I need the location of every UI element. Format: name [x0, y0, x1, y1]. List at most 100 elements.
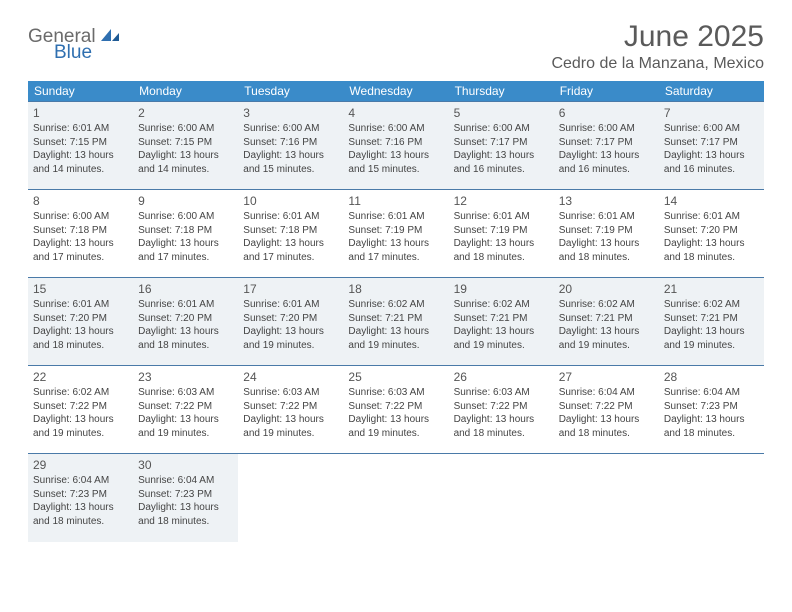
sunrise-label: Sunrise: 6:01 AM	[243, 298, 338, 312]
calendar-row: 29Sunrise: 6:04 AMSunset: 7:23 PMDayligh…	[28, 454, 764, 542]
sunrise-label: Sunrise: 6:00 AM	[664, 122, 759, 136]
daylight-label: Daylight: 13 hours and 18 minutes.	[33, 325, 128, 352]
day-number: 11	[348, 193, 443, 209]
sunrise-label: Sunrise: 6:04 AM	[664, 386, 759, 400]
calendar-row: 22Sunrise: 6:02 AMSunset: 7:22 PMDayligh…	[28, 366, 764, 454]
calendar-row: 1Sunrise: 6:01 AMSunset: 7:15 PMDaylight…	[28, 102, 764, 190]
sunrise-label: Sunrise: 6:01 AM	[348, 210, 443, 224]
day-number: 14	[664, 193, 759, 209]
sunset-label: Sunset: 7:22 PM	[454, 400, 549, 414]
day-cell: 3Sunrise: 6:00 AMSunset: 7:16 PMDaylight…	[238, 102, 343, 190]
daylight-label: Daylight: 13 hours and 17 minutes.	[243, 237, 338, 264]
daylight-label: Daylight: 13 hours and 18 minutes.	[664, 413, 759, 440]
day-cell: 18Sunrise: 6:02 AMSunset: 7:21 PMDayligh…	[343, 278, 448, 366]
day-cell: 13Sunrise: 6:01 AMSunset: 7:19 PMDayligh…	[554, 190, 659, 278]
day-cell: 30Sunrise: 6:04 AMSunset: 7:23 PMDayligh…	[133, 454, 238, 542]
sunset-label: Sunset: 7:17 PM	[664, 136, 759, 150]
day-cell: 23Sunrise: 6:03 AMSunset: 7:22 PMDayligh…	[133, 366, 238, 454]
sunset-label: Sunset: 7:22 PM	[559, 400, 654, 414]
daylight-label: Daylight: 13 hours and 19 minutes.	[243, 413, 338, 440]
daylight-label: Daylight: 13 hours and 18 minutes.	[138, 325, 233, 352]
sunset-label: Sunset: 7:15 PM	[33, 136, 128, 150]
sunrise-label: Sunrise: 6:01 AM	[559, 210, 654, 224]
day-cell: 14Sunrise: 6:01 AMSunset: 7:20 PMDayligh…	[659, 190, 764, 278]
day-number: 7	[664, 105, 759, 121]
weekday-header: Sunday	[28, 81, 133, 102]
day-number: 19	[454, 281, 549, 297]
daylight-label: Daylight: 13 hours and 19 minutes.	[559, 325, 654, 352]
logo-text-blue: Blue	[54, 42, 92, 64]
sunrise-label: Sunrise: 6:01 AM	[33, 122, 128, 136]
day-cell: 11Sunrise: 6:01 AMSunset: 7:19 PMDayligh…	[343, 190, 448, 278]
sunset-label: Sunset: 7:21 PM	[348, 312, 443, 326]
sunset-label: Sunset: 7:18 PM	[243, 224, 338, 238]
daylight-label: Daylight: 13 hours and 16 minutes.	[559, 149, 654, 176]
daylight-label: Daylight: 13 hours and 18 minutes.	[138, 501, 233, 528]
sunrise-label: Sunrise: 6:01 AM	[33, 298, 128, 312]
sunset-label: Sunset: 7:20 PM	[243, 312, 338, 326]
sunset-label: Sunset: 7:16 PM	[243, 136, 338, 150]
weekday-header: Monday	[133, 81, 238, 102]
day-cell: 26Sunrise: 6:03 AMSunset: 7:22 PMDayligh…	[449, 366, 554, 454]
calendar-page: General Blue June 2025 Cedro de la Manza…	[0, 0, 792, 552]
day-cell: 20Sunrise: 6:02 AMSunset: 7:21 PMDayligh…	[554, 278, 659, 366]
daylight-label: Daylight: 13 hours and 15 minutes.	[243, 149, 338, 176]
day-number: 2	[138, 105, 233, 121]
day-cell: 5Sunrise: 6:00 AMSunset: 7:17 PMDaylight…	[449, 102, 554, 190]
day-number: 24	[243, 369, 338, 385]
day-cell: 12Sunrise: 6:01 AMSunset: 7:19 PMDayligh…	[449, 190, 554, 278]
sunset-label: Sunset: 7:22 PM	[138, 400, 233, 414]
empty-cell	[343, 454, 448, 542]
sunset-label: Sunset: 7:17 PM	[454, 136, 549, 150]
sunrise-label: Sunrise: 6:03 AM	[348, 386, 443, 400]
weekday-header: Tuesday	[238, 81, 343, 102]
title-block: June 2025 Cedro de la Manzana, Mexico	[551, 20, 764, 73]
day-number: 13	[559, 193, 654, 209]
empty-cell	[238, 454, 343, 542]
day-number: 27	[559, 369, 654, 385]
day-number: 10	[243, 193, 338, 209]
daylight-label: Daylight: 13 hours and 15 minutes.	[348, 149, 443, 176]
daylight-label: Daylight: 13 hours and 18 minutes.	[664, 237, 759, 264]
day-cell: 27Sunrise: 6:04 AMSunset: 7:22 PMDayligh…	[554, 366, 659, 454]
sunrise-label: Sunrise: 6:03 AM	[243, 386, 338, 400]
day-number: 28	[664, 369, 759, 385]
sunset-label: Sunset: 7:23 PM	[33, 488, 128, 502]
sunset-label: Sunset: 7:15 PM	[138, 136, 233, 150]
sunrise-label: Sunrise: 6:00 AM	[243, 122, 338, 136]
day-number: 8	[33, 193, 128, 209]
daylight-label: Daylight: 13 hours and 16 minutes.	[454, 149, 549, 176]
weekday-header-row: Sunday Monday Tuesday Wednesday Thursday…	[28, 81, 764, 102]
sunset-label: Sunset: 7:21 PM	[664, 312, 759, 326]
daylight-label: Daylight: 13 hours and 18 minutes.	[559, 413, 654, 440]
sunrise-label: Sunrise: 6:02 AM	[348, 298, 443, 312]
logo: General Blue	[28, 20, 121, 48]
sunrise-label: Sunrise: 6:00 AM	[348, 122, 443, 136]
day-number: 9	[138, 193, 233, 209]
daylight-label: Daylight: 13 hours and 18 minutes.	[559, 237, 654, 264]
weekday-header: Friday	[554, 81, 659, 102]
day-number: 20	[559, 281, 654, 297]
sunset-label: Sunset: 7:17 PM	[559, 136, 654, 150]
daylight-label: Daylight: 13 hours and 17 minutes.	[33, 237, 128, 264]
sunrise-label: Sunrise: 6:04 AM	[138, 474, 233, 488]
day-cell: 24Sunrise: 6:03 AMSunset: 7:22 PMDayligh…	[238, 366, 343, 454]
day-cell: 10Sunrise: 6:01 AMSunset: 7:18 PMDayligh…	[238, 190, 343, 278]
day-number: 15	[33, 281, 128, 297]
day-cell: 25Sunrise: 6:03 AMSunset: 7:22 PMDayligh…	[343, 366, 448, 454]
day-cell: 21Sunrise: 6:02 AMSunset: 7:21 PMDayligh…	[659, 278, 764, 366]
day-number: 16	[138, 281, 233, 297]
day-cell: 8Sunrise: 6:00 AMSunset: 7:18 PMDaylight…	[28, 190, 133, 278]
weekday-header: Saturday	[659, 81, 764, 102]
empty-cell	[449, 454, 554, 542]
sunset-label: Sunset: 7:21 PM	[559, 312, 654, 326]
sunrise-label: Sunrise: 6:00 AM	[138, 210, 233, 224]
day-cell: 1Sunrise: 6:01 AMSunset: 7:15 PMDaylight…	[28, 102, 133, 190]
month-title: June 2025	[551, 20, 764, 53]
day-number: 1	[33, 105, 128, 121]
daylight-label: Daylight: 13 hours and 19 minutes.	[454, 325, 549, 352]
day-number: 4	[348, 105, 443, 121]
sunrise-label: Sunrise: 6:01 AM	[243, 210, 338, 224]
day-number: 6	[559, 105, 654, 121]
day-number: 12	[454, 193, 549, 209]
